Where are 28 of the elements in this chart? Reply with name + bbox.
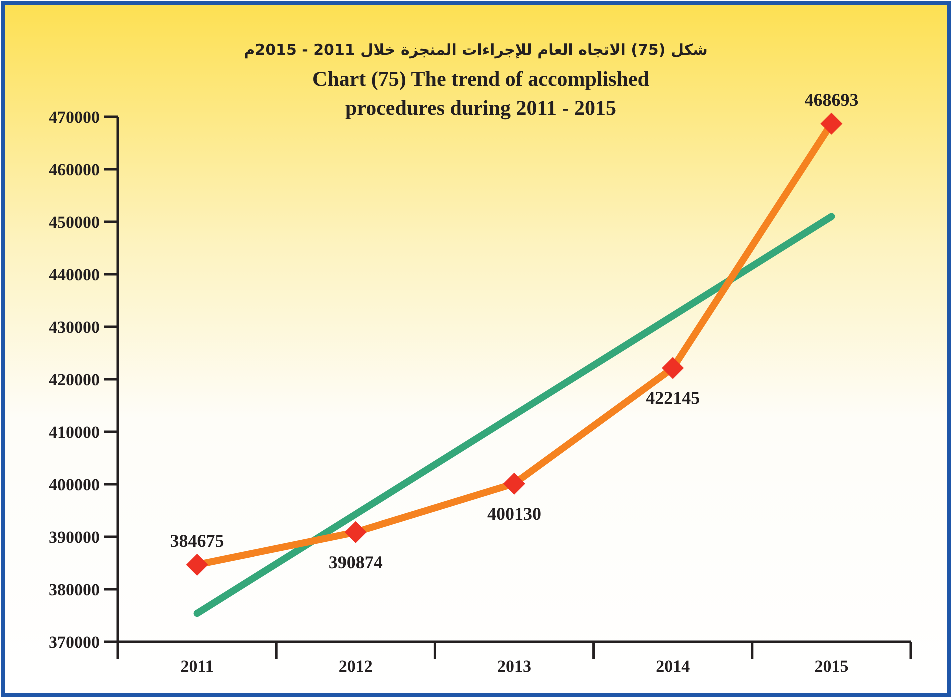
y-tick-label: 430000 (49, 318, 100, 337)
y-tick-label: 460000 (49, 160, 100, 180)
x-tick-label: 2015 (814, 657, 849, 676)
data-label: 422145 (646, 388, 700, 408)
y-tick-label: 420000 (49, 370, 100, 390)
point (344, 521, 367, 544)
y-tick-label: 450000 (49, 213, 100, 232)
point (504, 472, 526, 495)
y-tick-label: 390000 (49, 528, 100, 547)
data-label: 390874 (328, 552, 383, 572)
chart-title: شكل (75) الاتجاه العام للإجراءات المنجزة خلال 2011 - 2015م (244, 41, 708, 59)
data-label: 384675 (170, 530, 224, 551)
x-tick-label: 2014 (656, 657, 691, 676)
y-tick-label: 370000 (49, 633, 100, 652)
x-tick-label: 2011 (180, 657, 214, 676)
y-tick-label: 400000 (49, 476, 100, 494)
chart-subtitle: Chart (75) The trend of accomplished procedures during 2011 - 2015 (312, 67, 650, 120)
point (186, 554, 208, 576)
y-tick-label: 470000 (49, 108, 100, 127)
x-tick-label: 2013 (498, 657, 532, 676)
data-label: 400130 (488, 504, 542, 524)
point (820, 112, 843, 135)
y-tick-label: 410000 (49, 423, 100, 442)
x-tick-label: 2012 (338, 657, 373, 676)
y-tick-label: 380000 (49, 580, 100, 600)
point (662, 357, 684, 380)
y-tick-label: 440000 (49, 266, 100, 284)
data-label: 468693 (804, 90, 859, 110)
